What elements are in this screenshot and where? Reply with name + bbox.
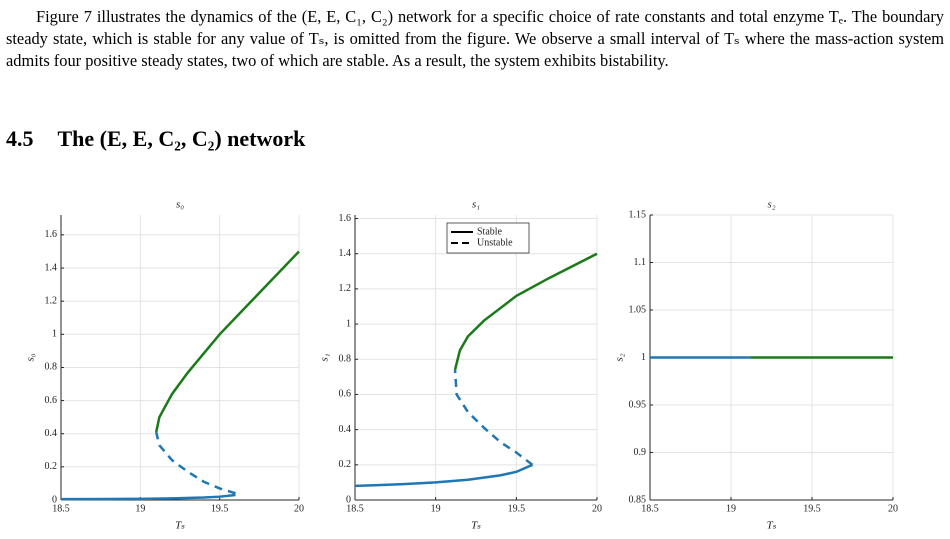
y-tick-label: 0.2	[45, 461, 58, 472]
x-tick-label: 19	[431, 503, 441, 514]
y-tick-label: 0.8	[45, 362, 58, 373]
x-axis-label: Tₛ	[767, 520, 777, 532]
section-title: The (E, E, C₂, C₂) network	[57, 126, 306, 151]
y-tick-label: 1.05	[629, 304, 647, 315]
y-tick-label: 0	[346, 494, 351, 505]
y-tick-label: 0.8	[339, 354, 352, 365]
x-tick-label: 19.5	[803, 503, 821, 514]
series-line	[453, 252, 598, 371]
x-tick-label: 20	[888, 503, 898, 514]
legend-label: Unstable	[477, 237, 513, 248]
y-tick-label: 1	[52, 329, 57, 340]
x-tick-label: 19.5	[211, 503, 229, 514]
x-tick-label: 18.5	[52, 503, 70, 514]
y-tick-label: 0.6	[45, 395, 58, 406]
y-tick-label: 0	[52, 494, 57, 505]
y-tick-label: 1.1	[634, 257, 647, 268]
y-axis-label: s₀	[25, 353, 37, 361]
x-tick-label: 18.5	[641, 503, 659, 514]
y-tick-label: 0.6	[339, 389, 352, 400]
section-number: 4.5	[6, 126, 34, 151]
y-tick-label: 1.6	[339, 213, 352, 224]
y-axis-label: s₁	[319, 353, 331, 361]
x-tick-label: 19	[726, 503, 736, 514]
paragraph: Figure 7 illustrates the dynamics of the…	[6, 7, 944, 70]
y-tick-label: 0.4	[45, 428, 58, 439]
x-tick-label: 19.5	[508, 503, 526, 514]
series-line	[354, 463, 533, 488]
legend-label: Stable	[477, 226, 503, 237]
chart-title: s₀	[176, 199, 184, 211]
y-tick-label: 1.2	[45, 295, 58, 306]
y-tick-label: 1.4	[339, 248, 352, 259]
y-tick-label: 1.2	[339, 283, 352, 294]
x-tick-label: 19	[135, 503, 145, 514]
x-tick-label: 20	[592, 503, 602, 514]
x-tick-label: 18.5	[346, 503, 364, 514]
y-tick-label: 1	[346, 318, 351, 329]
section-heading: 4.5 The (E, E, C₂, C₂) network	[6, 126, 329, 152]
y-tick-label: 1	[641, 352, 646, 363]
series-line	[154, 250, 300, 433]
y-tick-label: 0.85	[629, 494, 647, 505]
y-tick-label: 1.6	[45, 229, 58, 240]
series-line	[154, 431, 236, 495]
y-tick-label: 1.4	[45, 262, 58, 273]
x-tick-label: 20	[294, 503, 304, 514]
y-axis-label: s₂	[614, 353, 626, 361]
chart-title: s₁	[472, 199, 480, 211]
x-axis-label: Tₛ	[471, 520, 481, 532]
x-axis-label: Tₛ	[175, 520, 185, 532]
chart-title: s₂	[767, 199, 775, 211]
series-line	[60, 493, 236, 501]
y-tick-label: 0.95	[629, 399, 647, 410]
legend-box	[446, 222, 530, 254]
y-tick-label: 0.4	[339, 424, 352, 435]
series-line	[453, 369, 534, 466]
y-tick-label: 0.2	[339, 459, 352, 470]
y-tick-label: 0.9	[634, 447, 647, 458]
y-tick-label: 1.15	[629, 209, 647, 220]
